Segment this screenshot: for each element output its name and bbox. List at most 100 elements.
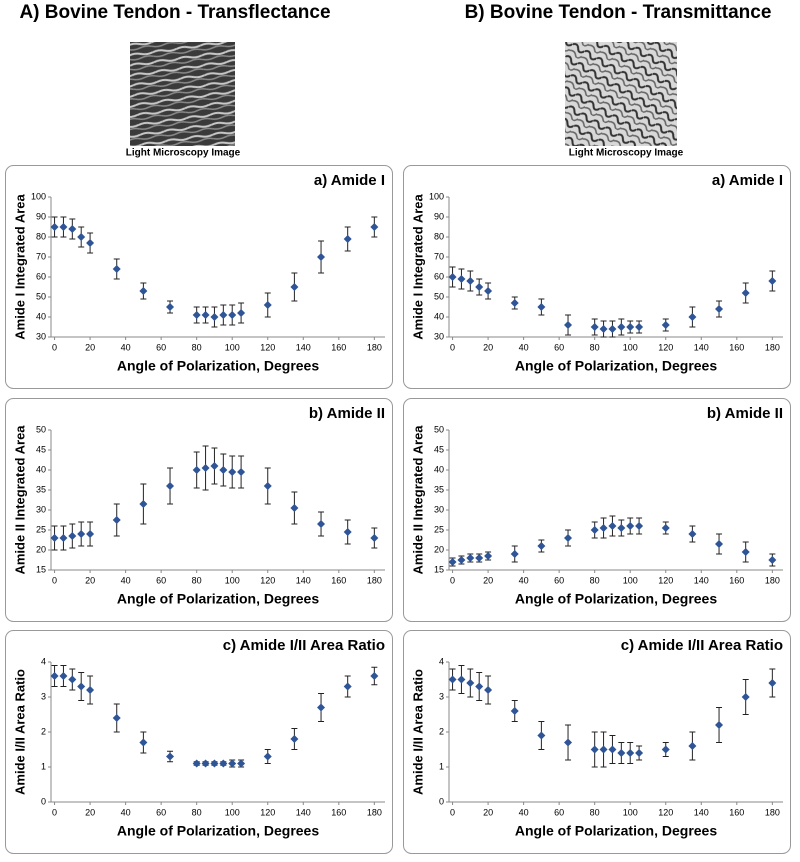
y-tick-label: 70 (434, 251, 444, 261)
point (564, 321, 573, 329)
point (166, 752, 175, 761)
point (166, 482, 175, 490)
chart-title: a) Amide I (314, 172, 385, 189)
x-tick-label: 0 (450, 575, 455, 585)
point (590, 526, 599, 534)
y-tick-label: 35 (36, 484, 46, 494)
x-tick-label: 20 (483, 575, 493, 585)
point (77, 233, 86, 241)
x-tick-label: 40 (121, 575, 131, 585)
y-tick-label: 2 (439, 726, 444, 736)
point (237, 759, 246, 768)
point (510, 299, 519, 307)
x-tick-label: 160 (729, 575, 744, 585)
x-axis-label: Angle of Polarization, Degrees (515, 591, 717, 607)
x-tick-label: 80 (192, 807, 202, 817)
y-tick-label: 1 (439, 761, 444, 771)
y-tick-label: 30 (36, 331, 46, 341)
y-tick-label: 50 (36, 291, 46, 301)
y-tick-label: 25 (36, 524, 46, 534)
point (86, 530, 95, 538)
x-tick-label: 140 (296, 807, 311, 817)
point (661, 321, 670, 329)
y-tick-label: 50 (434, 291, 444, 301)
point (290, 504, 299, 512)
x-tick-label: 160 (729, 807, 744, 817)
y-tick-label: 15 (434, 564, 444, 574)
panel-frame (5, 398, 393, 622)
x-tick-label: 80 (590, 342, 600, 352)
point (484, 552, 493, 560)
x-axis-label: Angle of Polarization, Degrees (117, 358, 319, 374)
point (599, 325, 608, 333)
point (77, 682, 86, 691)
point (510, 707, 519, 715)
chart-panel: b) Amide II 15 20 25 30 35 40 45 50 0 20 40 60 80 100 1… (5, 398, 393, 622)
x-tick-label: 180 (367, 575, 382, 585)
y-tick-label: 3 (41, 691, 46, 701)
x-tick-label: 20 (85, 342, 95, 352)
image-caption: Light Microscopy Image (569, 148, 684, 159)
point (626, 522, 635, 530)
panel-frame (403, 165, 791, 389)
point (537, 303, 546, 311)
x-tick-label: 40 (519, 807, 529, 817)
x-tick-label: 120 (260, 807, 275, 817)
x-tick-label: 160 (331, 575, 346, 585)
y-tick-label: 30 (36, 504, 46, 514)
microscopy-image (130, 42, 235, 146)
y-tick-label: 30 (434, 504, 444, 514)
x-tick-label: 180 (367, 342, 382, 352)
point (590, 323, 599, 331)
point (466, 554, 475, 562)
point (564, 738, 573, 747)
point (457, 275, 466, 283)
x-tick-label: 160 (729, 342, 744, 352)
y-tick-label: 0 (41, 796, 46, 806)
point (112, 516, 121, 524)
x-tick-label: 160 (331, 807, 346, 817)
y-tick-label: 60 (434, 271, 444, 281)
x-tick-label: 140 (694, 575, 709, 585)
point (228, 311, 237, 319)
x-tick-label: 100 (225, 342, 240, 352)
point (237, 468, 246, 476)
point (741, 693, 750, 701)
point (510, 550, 519, 558)
point (448, 675, 457, 684)
x-tick-label: 0 (52, 342, 57, 352)
x-axis-label: Angle of Polarization, Degrees (515, 358, 717, 374)
point (263, 752, 272, 761)
point (635, 522, 644, 530)
panel-frame (5, 630, 393, 854)
y-tick-label: 40 (434, 464, 444, 474)
point (466, 679, 475, 687)
panel-frame (403, 398, 791, 622)
x-tick-label: 160 (331, 342, 346, 352)
point (317, 703, 326, 712)
chart-title: a) Amide I (712, 172, 783, 189)
y-tick-label: 3 (439, 691, 444, 701)
point (86, 686, 95, 694)
point (741, 289, 750, 297)
y-tick-label: 40 (434, 311, 444, 321)
point (457, 675, 466, 684)
point (768, 679, 777, 687)
point (475, 682, 484, 691)
y-tick-label: 2 (41, 726, 46, 736)
point (715, 540, 724, 548)
chart-title: c) Amide I/II Area Ratio (223, 637, 385, 654)
y-axis-label: Amide I Integrated Area (12, 194, 27, 340)
point (370, 534, 379, 542)
column-title: B) Bovine Tendon - Transmittance (465, 2, 772, 23)
point (475, 283, 484, 291)
point (228, 468, 237, 476)
point (599, 745, 608, 754)
x-tick-label: 0 (450, 807, 455, 817)
y-tick-label: 80 (36, 231, 46, 241)
point (768, 556, 777, 564)
point (768, 277, 777, 285)
chart-panel: b) Amide II 15 20 25 30 35 40 45 50 0 20 40 60 80 100 1… (403, 398, 791, 622)
